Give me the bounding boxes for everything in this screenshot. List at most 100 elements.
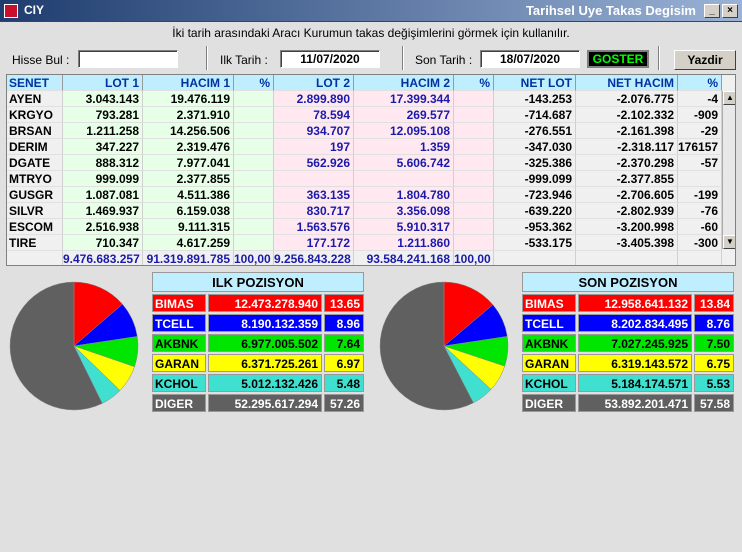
vertical-scrollbar[interactable]: ▲ ▼ [722, 91, 735, 249]
separator [402, 46, 404, 70]
table-cell: -2.706.605 [576, 187, 678, 203]
table-cell: AYEN [7, 91, 63, 107]
col-lot1[interactable]: LOT 1 [63, 75, 143, 91]
table-cell: 4.511.386 [143, 187, 234, 203]
table-cell: 2.371.910 [143, 107, 234, 123]
position-name: AKBNK [152, 334, 206, 352]
table-row[interactable]: DGATE 888.312 7.977.041 562.926 5.606.742 -32… [7, 155, 735, 171]
position-value: 52.295.617.294 [208, 394, 322, 412]
son-tarih-input[interactable]: 18/07/2020 [480, 50, 580, 68]
table-cell: 363.135 [274, 187, 354, 203]
table-row[interactable]: GUSGR 1.087.081 4.511.386 363.135 1.804.780 -… [7, 187, 735, 203]
table-cell: -29 [678, 123, 722, 139]
position-pct: 7.50 [694, 334, 734, 352]
position-value: 53.892.201.471 [578, 394, 692, 412]
col-hacim2[interactable]: HACIM 2 [354, 75, 454, 91]
col-lot2[interactable]: LOT 2 [274, 75, 354, 91]
col-net-lot[interactable]: NET LOT [494, 75, 576, 91]
table-cell: -2.076.775 [576, 91, 678, 107]
col-hacim1[interactable]: HACIM 1 [143, 75, 234, 91]
position-name: TCELL [152, 314, 206, 332]
table-cell: BRSAN [7, 123, 63, 139]
table-cell [454, 91, 494, 107]
table-cell: 176157 [678, 139, 722, 155]
position-row-tcell: TCELL 8.202.834.495 8.76 [522, 314, 734, 332]
table-cell: -276.551 [494, 123, 576, 139]
col-net-pct[interactable]: % [678, 75, 722, 91]
position-pct: 8.96 [324, 314, 364, 332]
table-cell: -3.405.398 [576, 235, 678, 251]
table-cell: -4 [678, 91, 722, 107]
table-cell: -2.370.298 [576, 155, 678, 171]
table-cell [454, 171, 494, 187]
table-cell: -909 [678, 107, 722, 123]
col-senet[interactable]: SENET [7, 75, 63, 91]
yazdir-button[interactable]: Yazdir [674, 50, 736, 70]
position-pct: 5.53 [694, 374, 734, 392]
table-cell: KRGYO [7, 107, 63, 123]
position-pct: 13.65 [324, 294, 364, 312]
table-row[interactable]: BRSAN 1.211.258 14.256.506 934.707 12.095.10… [7, 123, 735, 139]
table-cell: 888.312 [63, 155, 143, 171]
table-cell [454, 155, 494, 171]
position-name: DIGER [152, 394, 206, 412]
hisse-search-input[interactable] [78, 50, 178, 68]
total-net-hacim [576, 251, 678, 265]
position-name: DIGER [522, 394, 576, 412]
goster-button[interactable]: GOSTER [587, 50, 649, 68]
minimize-button[interactable]: _ [704, 4, 720, 18]
table-cell: 1.359 [354, 139, 454, 155]
table-cell [234, 171, 274, 187]
table-cell: 999.099 [63, 171, 143, 187]
position-row-akbnk: AKBNK 6.977.005.502 7.64 [152, 334, 364, 352]
col-net-hacim[interactable]: NET HACIM [576, 75, 678, 91]
table-cell: 1.804.780 [354, 187, 454, 203]
col-pct1[interactable]: % [234, 75, 274, 91]
ilk-tarih-input[interactable]: 11/07/2020 [280, 50, 380, 68]
table-cell: 2.899.890 [274, 91, 354, 107]
position-name: BIMAS [522, 294, 576, 312]
table-row[interactable]: SILVR 1.469.937 6.159.038 830.717 3.356.098 -… [7, 203, 735, 219]
position-value: 6.371.725.261 [208, 354, 322, 372]
table-cell: 3.043.143 [63, 91, 143, 107]
position-value: 5.012.132.426 [208, 374, 322, 392]
table-cell: -723.946 [494, 187, 576, 203]
position-value: 6.977.005.502 [208, 334, 322, 352]
table-cell [454, 123, 494, 139]
ilk-pozisyon-title: ILK POZISYON [152, 272, 364, 292]
table-row[interactable]: MTRYO 999.099 2.377.855 -999.099 -2.377.855 [7, 171, 735, 187]
table-cell [454, 203, 494, 219]
table-row[interactable]: DERIM 347.227 2.319.476 197 1.359 -347.030 -2.… [7, 139, 735, 155]
table-cell: -76 [678, 203, 722, 219]
position-row-garan: GARAN 6.319.143.572 6.75 [522, 354, 734, 372]
takas-table[interactable]: SENET LOT 1 HACIM 1 % LOT 2 HACIM 2 % NE… [6, 74, 736, 266]
ilk-tarih-label: Ilk Tarih : [220, 53, 268, 67]
table-cell [454, 107, 494, 123]
table-row[interactable]: ESCOM 2.516.938 9.111.315 1.563.576 5.910.31… [7, 219, 735, 235]
close-button[interactable]: × [722, 4, 738, 18]
col-pct2[interactable]: % [454, 75, 494, 91]
position-pct: 5.48 [324, 374, 364, 392]
table-row[interactable]: TIRE 710.347 4.617.259 177.172 1.211.860 -533… [7, 235, 735, 251]
table-cell [234, 235, 274, 251]
table-row[interactable]: AYEN 3.043.143 19.476.119 2.899.890 17.399.3… [7, 91, 735, 107]
table-row[interactable]: KRGYO 793.281 2.371.910 78.594 269.577 -714.6… [7, 107, 735, 123]
table-cell [454, 139, 494, 155]
table-cell: 562.926 [274, 155, 354, 171]
table-cell: TIRE [7, 235, 63, 251]
total-cell [7, 251, 63, 265]
scroll-down-icon[interactable]: ▼ [723, 235, 735, 249]
pie-slice-diger [379, 281, 474, 411]
table-cell [234, 107, 274, 123]
table-cell: SILVR [7, 203, 63, 219]
scroll-up-icon[interactable]: ▲ [723, 91, 735, 105]
position-pct: 7.64 [324, 334, 364, 352]
position-row-garan: GARAN 6.371.725.261 6.97 [152, 354, 364, 372]
son-tarih-label: Son Tarih : [415, 53, 473, 67]
table-cell: -2.802.939 [576, 203, 678, 219]
table-cell: 1.563.576 [274, 219, 354, 235]
table-cell: 347.227 [63, 139, 143, 155]
table-cell: 1.087.081 [63, 187, 143, 203]
table-cell: -143.253 [494, 91, 576, 107]
table-cell: 5.910.317 [354, 219, 454, 235]
